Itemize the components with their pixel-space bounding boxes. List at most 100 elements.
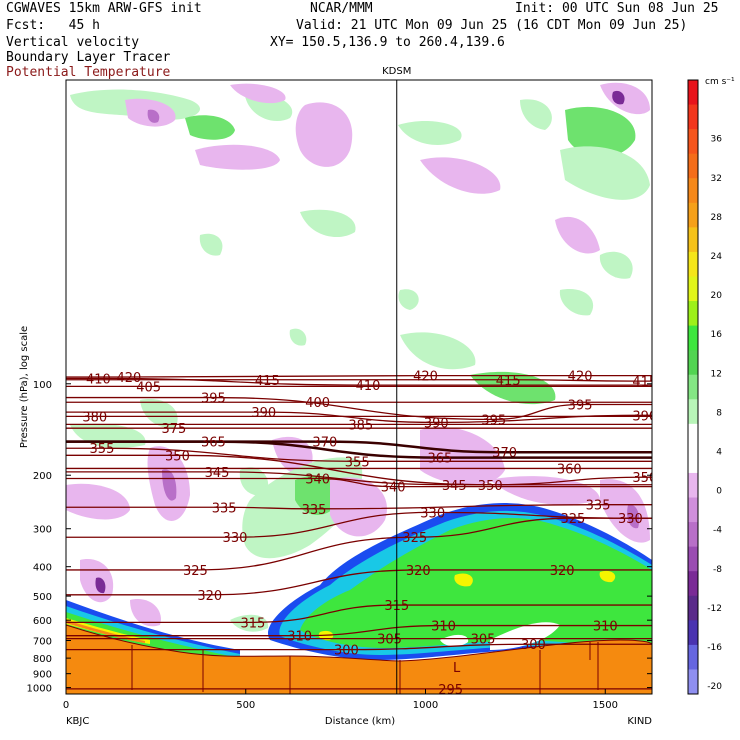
x-tick-label: 500 [236,700,255,711]
theta-contour-line [66,377,652,386]
w-up-region [295,475,341,515]
tracer-green-region [300,518,652,648]
y-tick-label: 100 [33,380,52,391]
w-up-region [140,399,178,429]
tracer-yellow-region [599,570,616,583]
theta-contour-label: 295 [438,683,463,698]
colorbar-swatch [688,104,698,130]
w-down-region [162,469,177,501]
theta-contour-line [66,604,652,624]
left-station-label: KBJC [66,716,89,727]
colorbar-label: 16 [711,330,723,340]
theta-contour-label: 315 [241,616,266,631]
theta-contour-label: 355 [90,442,115,457]
y-tick-label: 300 [33,525,52,536]
theta-contour-label: 340 [305,472,330,487]
w-down-region [420,157,501,194]
colorbar-swatch [688,202,698,228]
w-up-region [230,614,269,632]
x-axis-ticks: 0 500 1000 1500 [63,689,618,711]
field-label-vertical-velocity: Vertical velocity [6,35,140,50]
y-tick-label: 1000 [27,684,52,695]
tracer-white-gap [440,634,469,647]
w-up-region [398,289,419,310]
y-tick-label: 600 [33,616,52,627]
theta-contour-label: 325 [560,512,585,527]
w-up-region [400,332,476,370]
colorbar-swatch [688,227,698,253]
w-up-region [520,99,552,130]
theta-contour-label: 330 [618,512,643,527]
w-up-region [599,251,633,279]
theta-contour-label: 370 [492,446,517,461]
colorbar-swatch [688,153,698,179]
low-pressure-label: L [453,661,461,676]
theta-contour-label: 335 [212,501,237,516]
w-down-region [295,102,353,167]
colorbar-swatch [688,546,698,572]
w-up-region [398,120,462,145]
colorbar-swatch [688,571,698,597]
right-station-label: KIND [627,716,652,727]
y-tick-label: 200 [33,471,52,482]
colorbar-swatch [688,644,698,670]
theta-contour-label: 330 [420,506,445,521]
w-down-region [612,90,625,105]
colorbar-unit: cm s⁻¹ [705,77,735,87]
header-line1-mid: NCAR/MMM [310,1,373,16]
theta-contour-label: 320 [406,564,431,579]
colorbar-swatch [688,448,698,474]
theta-contour-label: 335 [586,499,611,514]
theta-contour-label: 390 [251,406,276,421]
y-tick-label: 400 [33,563,52,574]
w-down-region [490,476,600,505]
colorbar-swatch [688,276,698,302]
colorbar-label: 20 [711,291,723,301]
header-line2-left: Fcst: 45 h [6,18,100,33]
theta-contour-label: 320 [197,589,222,604]
theta-contour-label: 305 [471,633,496,648]
theta-contour-line [66,643,652,651]
theta-contour-label: 380 [82,410,107,425]
tracer-yellow-region [454,573,473,587]
w-down-region [627,504,640,529]
terrain-outline [131,642,599,694]
field-label-boundary-layer-tracer: Boundary Layer Tracer [6,50,171,65]
theta-contour-label: 310 [431,620,456,635]
colorbar-swatch [688,522,698,548]
y-tick-label: 700 [33,637,52,648]
theta-contour-label: 325 [183,564,208,579]
colorbar-frame [687,79,699,695]
plot-frame [65,79,653,695]
theta-contour-label: 365 [201,436,226,451]
colorbar-label: -4 [713,526,722,536]
colorbar-label: -12 [707,604,722,614]
colorbar-label: -20 [707,682,722,692]
w-down-region [600,82,650,115]
w-down-region [230,83,286,104]
w-down-region [147,109,160,123]
colorbar-swatch [688,80,698,106]
x-tick-label: 1500 [593,700,618,711]
theta-contour-label: 310 [593,620,618,635]
theta-contour-label: 330 [223,531,248,546]
colorbar-swatch [688,399,698,425]
colorbar-label: 32 [711,174,722,184]
colorbar-swatch [688,620,698,646]
theta-contour-label: 345 [205,466,230,481]
x-tick-label: 1000 [413,700,438,711]
y-tick-label: 900 [33,670,52,681]
theta-contour-label: 350 [165,449,190,464]
w-up-region [565,106,636,157]
theta-contour-label: 350 [632,471,657,486]
theta-contour-label: 405 [136,380,161,395]
colorbar-swatch [688,178,698,204]
y-axis-label: Pressure (hPa), log scale [19,326,30,448]
theta-contour-label: 415 [255,374,280,389]
w-down-region [66,483,130,520]
theta-contour-label: 395 [568,398,593,413]
colorbar-label: 36 [711,135,723,145]
theta-contour-label: 410 [86,372,111,387]
theta-contour-label: 370 [312,436,337,451]
theta-contour-line [66,504,652,510]
